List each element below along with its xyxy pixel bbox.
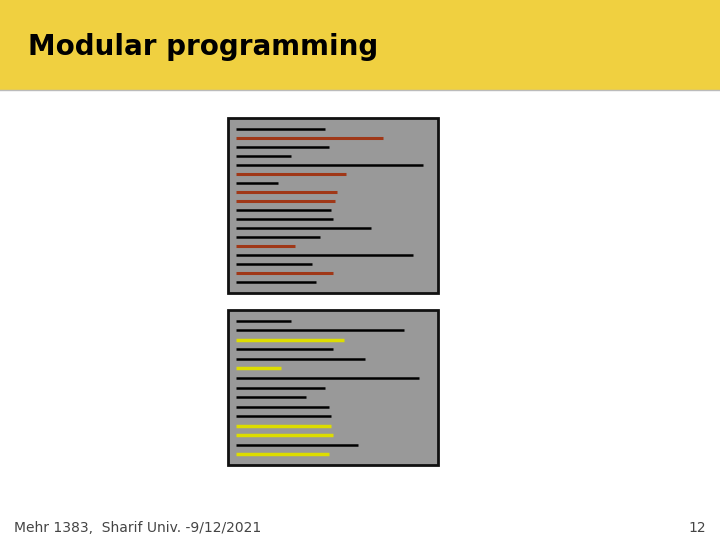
Bar xyxy=(228,118,438,293)
Text: 12: 12 xyxy=(688,521,706,535)
Text: Mehr 1383,  Sharif Univ. -9/12/2021: Mehr 1383, Sharif Univ. -9/12/2021 xyxy=(14,521,261,535)
Text: Modular programming: Modular programming xyxy=(28,33,378,61)
Bar xyxy=(0,0,720,90)
Bar xyxy=(228,310,438,465)
